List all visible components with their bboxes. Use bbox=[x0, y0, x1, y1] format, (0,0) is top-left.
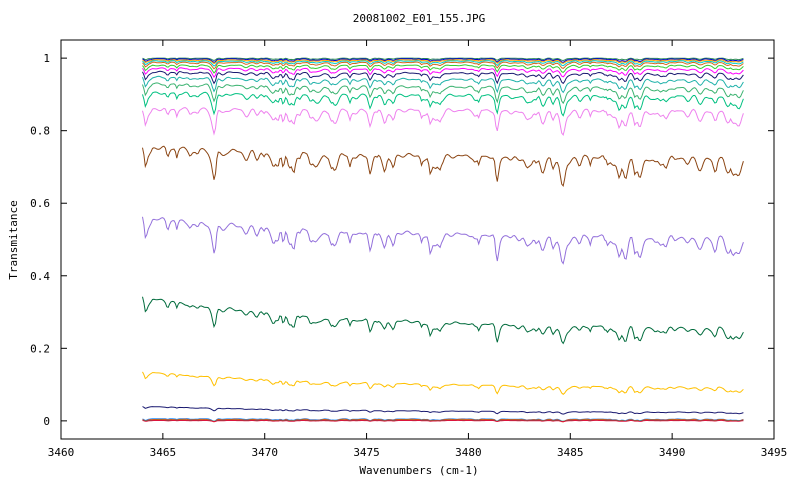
x-tick-label: 3495 bbox=[761, 446, 788, 459]
chart-title: 20081002_E01_155.JPG bbox=[353, 12, 485, 25]
y-axis-title: Transmitance bbox=[7, 200, 20, 279]
series-line bbox=[142, 70, 744, 85]
x-tick-label: 3465 bbox=[150, 446, 177, 459]
series-line bbox=[142, 61, 744, 70]
series-line bbox=[142, 59, 744, 65]
series-line bbox=[142, 60, 744, 67]
x-axis-title: Wavenumbers (cm-1) bbox=[359, 464, 478, 477]
series-line bbox=[142, 216, 744, 265]
series-line bbox=[142, 145, 744, 188]
series-line bbox=[142, 75, 744, 94]
series-line bbox=[142, 419, 744, 423]
series-line bbox=[142, 58, 744, 63]
y-axis-ticks: 0 0.2 0.4 0.6 0.8 1 bbox=[30, 52, 774, 428]
y-tick-label: 0.6 bbox=[30, 197, 50, 210]
series-line bbox=[142, 406, 744, 415]
x-tick-label: 3460 bbox=[48, 446, 75, 459]
y-tick-label: 0 bbox=[43, 415, 50, 428]
y-tick-label: 1 bbox=[43, 52, 50, 65]
series-line bbox=[142, 82, 744, 105]
series-line bbox=[142, 67, 744, 78]
x-tick-label: 3470 bbox=[251, 446, 278, 459]
x-tick-label: 3480 bbox=[455, 446, 482, 459]
series-line bbox=[142, 371, 744, 395]
series-line bbox=[142, 64, 744, 74]
y-tick-label: 0.4 bbox=[30, 270, 50, 283]
series-line bbox=[142, 296, 744, 345]
series-line bbox=[142, 91, 744, 117]
y-tick-label: 0.8 bbox=[30, 125, 50, 138]
y-tick-label: 0.2 bbox=[30, 342, 50, 355]
x-axis-ticks: 3460 3465 3470 3475 3480 3485 3490 3495 bbox=[48, 40, 788, 459]
series-line bbox=[142, 57, 744, 62]
x-tick-label: 3475 bbox=[353, 446, 380, 459]
x-tick-label: 3485 bbox=[557, 446, 584, 459]
series-lines bbox=[142, 57, 744, 423]
plot-frame bbox=[60, 39, 775, 440]
x-tick-label: 3490 bbox=[659, 446, 686, 459]
series-line bbox=[142, 107, 744, 136]
